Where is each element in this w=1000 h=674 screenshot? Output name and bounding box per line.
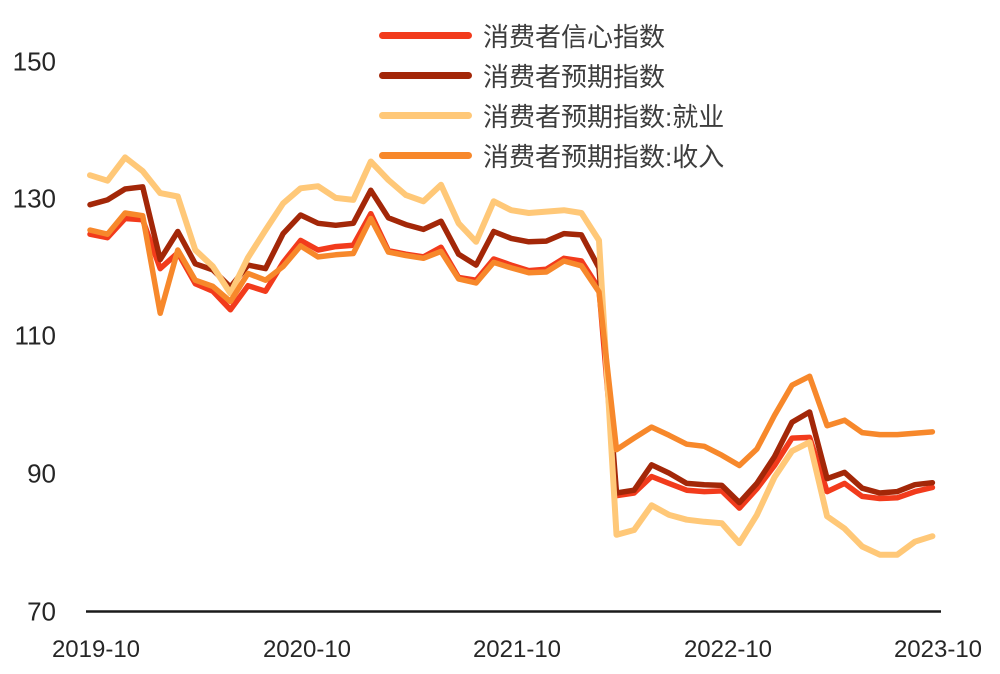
expectation-employment-swatch-icon <box>379 111 472 119</box>
legend-item-expectation-income: 消费者预期指数:收入 <box>379 135 724 175</box>
chart-series-group <box>87 154 936 558</box>
y-tick-70: 70 <box>27 596 56 627</box>
consumer-confidence-index-line <box>87 210 936 511</box>
expectation-index-swatch-icon <box>379 71 472 79</box>
x-tick-2022-10: 2022-10 <box>683 636 773 663</box>
chart-legend: 消费者信心指数 消费者预期指数 消费者预期指数:就业 消费者预期指数:收入 <box>379 15 724 175</box>
expectation-income-swatch-icon <box>379 151 472 159</box>
legend-label: 消费者预期指数 <box>483 61 666 92</box>
legend-item-expectation-employment: 消费者预期指数:就业 <box>379 95 724 135</box>
y-tick-90: 90 <box>27 458 56 489</box>
x-tick-2021-10: 2021-10 <box>472 636 562 663</box>
legend-label: 消费者预期指数:收入 <box>483 141 725 172</box>
confidence-index-swatch-icon <box>379 31 472 39</box>
y-tick-130: 130 <box>12 183 56 214</box>
legend-item-confidence-index: 消费者信心指数 <box>379 15 724 55</box>
x-tick-2019-10: 2019-10 <box>51 636 141 663</box>
legend-item-expectation-index: 消费者预期指数 <box>379 55 724 95</box>
y-tick-110: 110 <box>14 320 56 351</box>
legend-label: 消费者预期指数:就业 <box>483 101 725 132</box>
x-tick-2023-10: 2023-10 <box>893 636 983 663</box>
legend-label: 消费者信心指数 <box>483 21 666 52</box>
expectation-income-line <box>87 210 936 469</box>
y-tick-150: 150 <box>12 46 56 77</box>
expectation-employment-line <box>87 154 936 558</box>
consumer-expectation-index-line <box>87 184 936 506</box>
x-tick-2020-10: 2020-10 <box>262 636 352 663</box>
